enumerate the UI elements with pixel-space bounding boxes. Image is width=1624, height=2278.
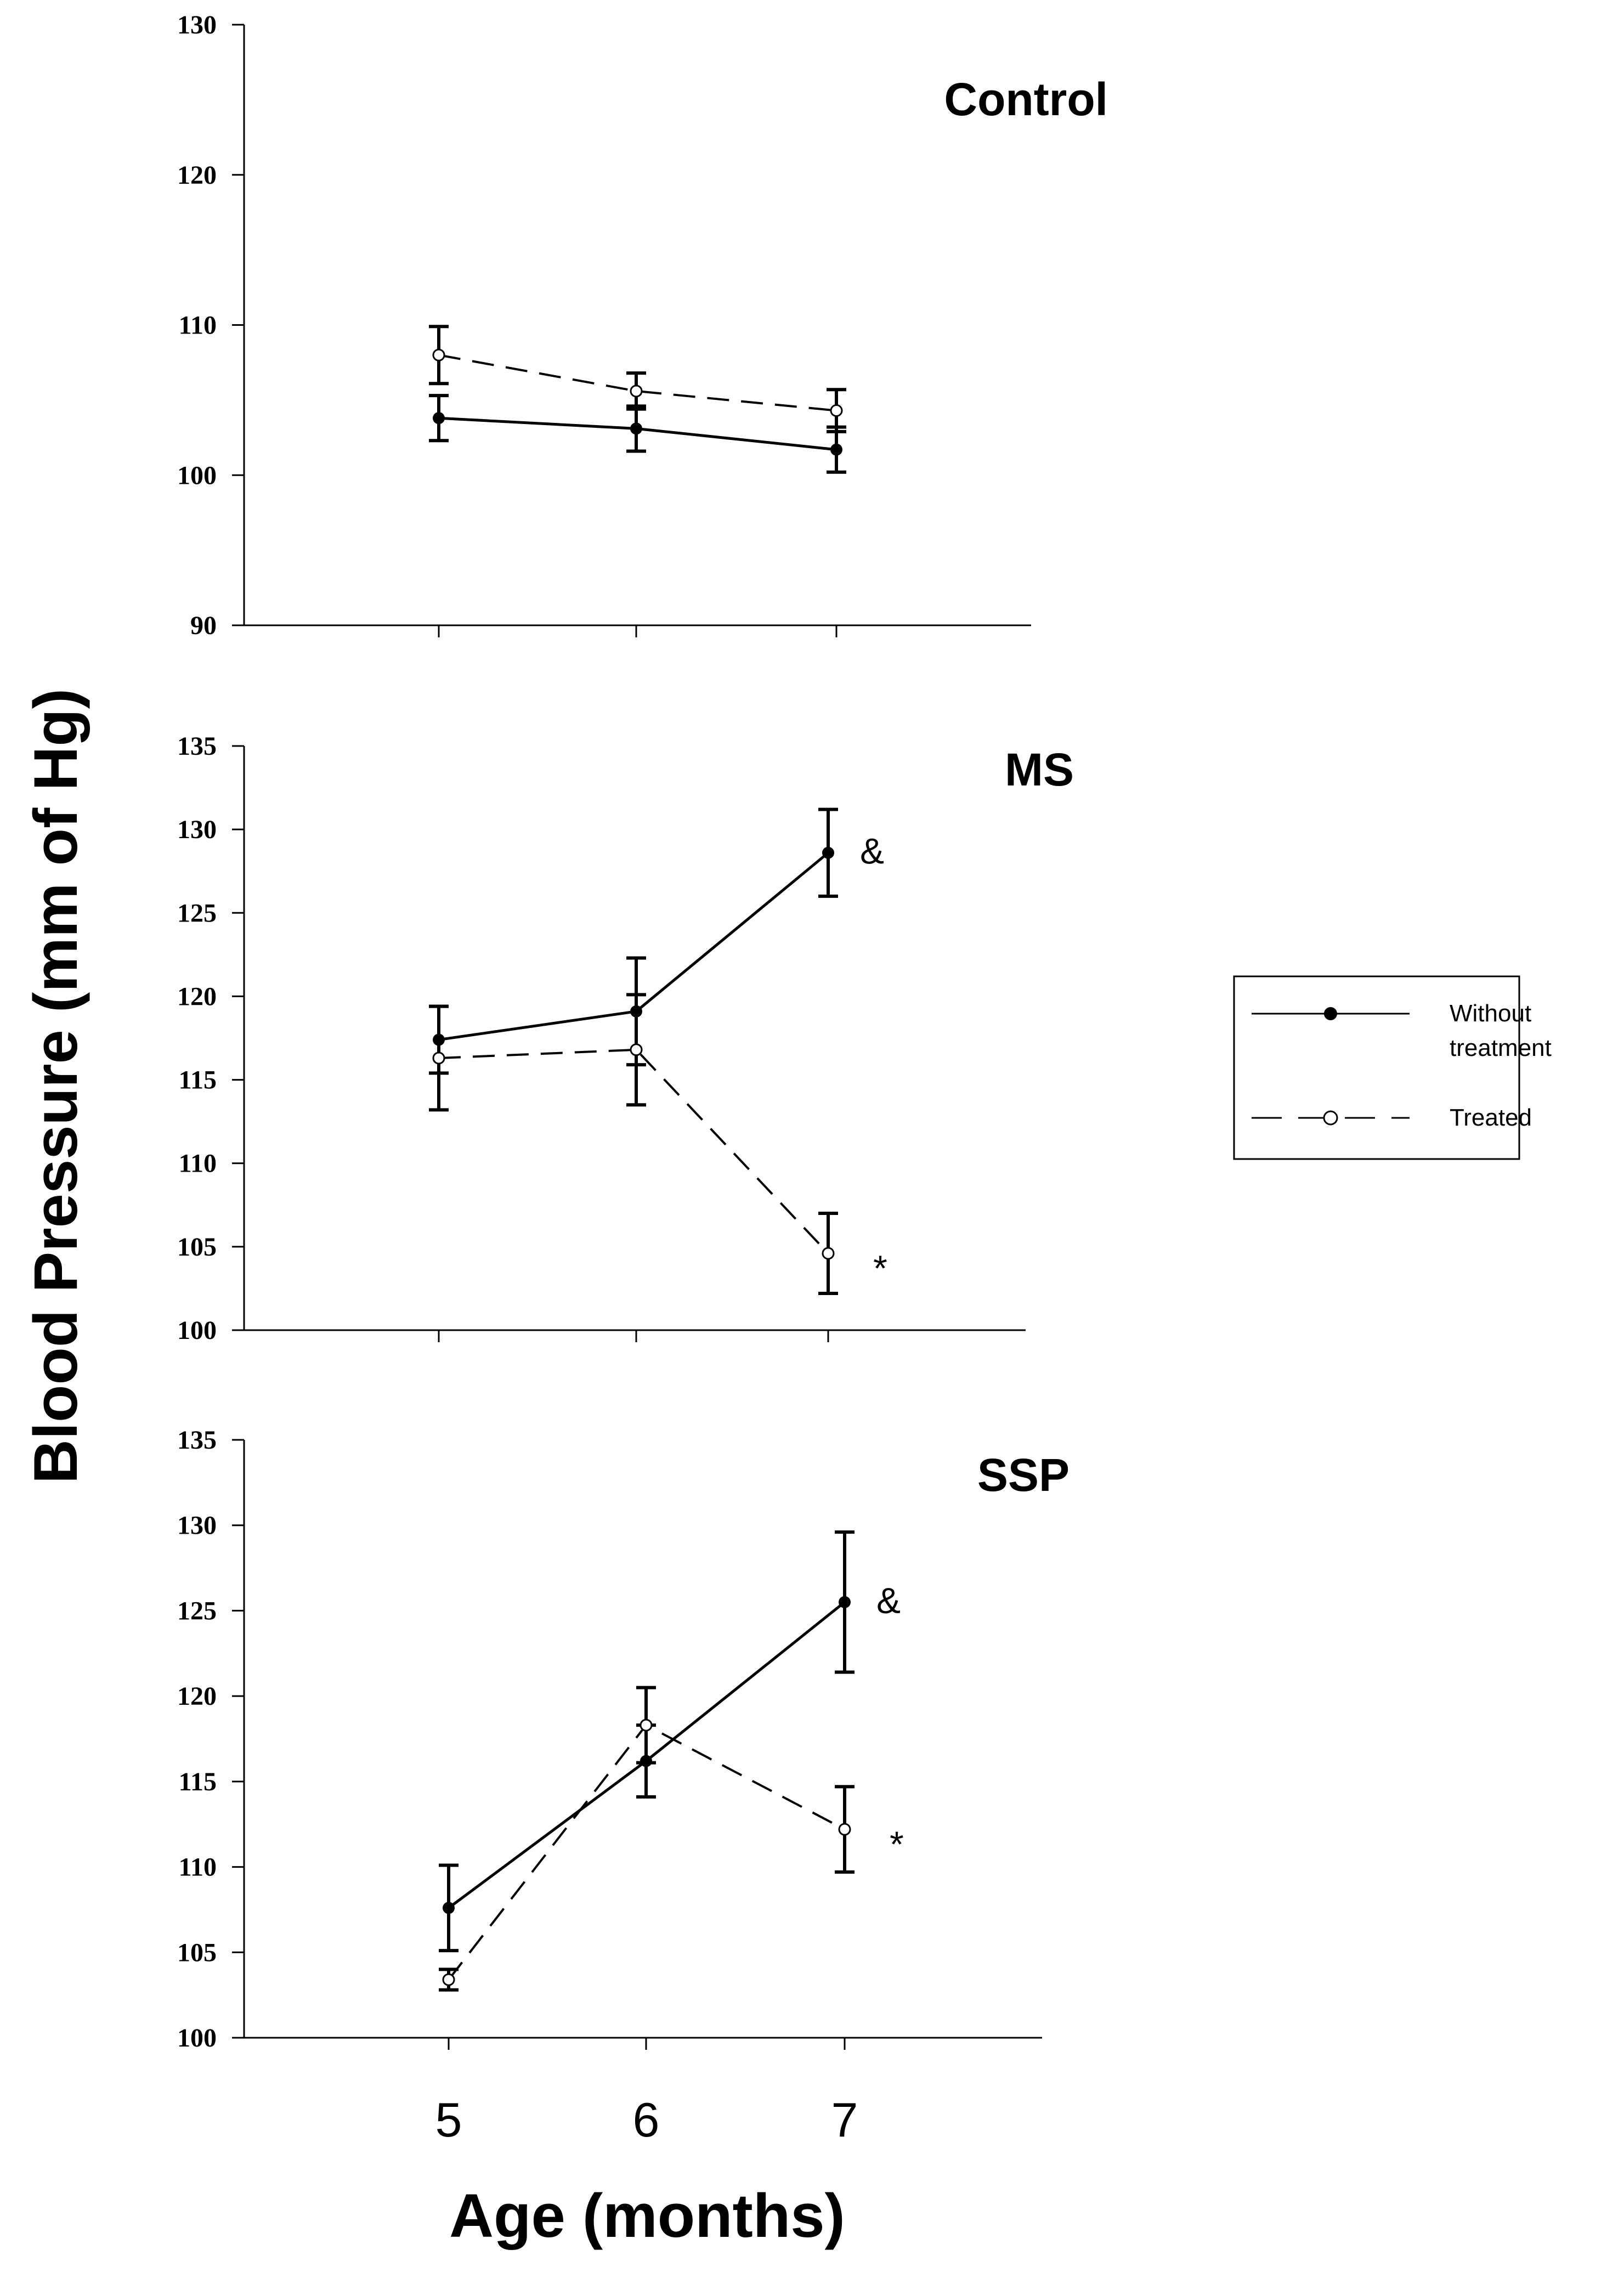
x-axis-title: Age (months) — [449, 2181, 845, 2250]
panel-control: 90 100 110 120 130 Control — [177, 10, 1108, 640]
y-axis-title: Blood Pressure (mm of Hg) — [21, 688, 90, 1484]
data-point — [838, 1823, 851, 1836]
series-treated — [429, 993, 838, 1296]
significance-asterisk: * — [873, 1248, 887, 1288]
y-tick-label: 135 — [177, 1426, 217, 1455]
data-point — [432, 348, 445, 361]
data-point — [839, 1596, 851, 1608]
legend-label-treated: Treated — [1450, 1104, 1532, 1131]
panels: 90100110120130Control1001051101151201251… — [177, 10, 1108, 2147]
y-tick-label: 130 — [177, 815, 217, 844]
y-tick-label: 115 — [179, 1066, 217, 1095]
series-without-treatment — [429, 394, 846, 474]
data-point — [433, 412, 445, 425]
panel-title: MS — [1005, 744, 1074, 795]
data-point — [630, 385, 643, 398]
series-without-treatment — [429, 807, 838, 1075]
significance-ampersand: & — [876, 1580, 901, 1621]
legend-box — [1233, 975, 1520, 1160]
panel-ssp: 100 105 110 115 120 125 130 135 SSP 5 6 7 & * — [177, 1426, 1070, 2147]
series-treated — [429, 325, 846, 433]
y-tick-label: 115 — [179, 1767, 217, 1796]
series-line — [438, 1048, 829, 1254]
y-tick-label: 105 — [177, 1938, 217, 1967]
legend-filled-marker — [1324, 1007, 1337, 1020]
data-point — [830, 404, 843, 417]
series-treated — [439, 1686, 855, 1992]
significance-ampersand: & — [860, 831, 884, 872]
data-point — [442, 1973, 455, 1986]
y-tick-label: 110 — [179, 1149, 217, 1178]
x-tick-label: 7 — [831, 2093, 858, 2147]
y-tick-label: 130 — [177, 1511, 217, 1540]
panel-title: Control — [944, 74, 1108, 125]
legend-open-marker — [1323, 1110, 1338, 1126]
panel-ms: 100 105 110 115 120 125 130 135 MS & * — [177, 732, 1074, 1345]
y-tick-label: 125 — [177, 898, 217, 928]
y-tick-label: 100 — [177, 461, 217, 490]
data-point — [443, 1902, 455, 1914]
x-tick-label: 6 — [633, 2093, 660, 2147]
significance-asterisk: * — [890, 1824, 904, 1864]
data-point — [630, 422, 642, 435]
data-point — [630, 1043, 643, 1056]
y-tick-label: 105 — [177, 1233, 217, 1262]
y-tick-label: 90 — [190, 611, 217, 640]
y-tick-label: 120 — [177, 982, 217, 1011]
data-point — [830, 443, 842, 456]
y-tick-label: 120 — [177, 161, 217, 190]
legend-label-without-line2: treatment — [1450, 1035, 1552, 1061]
data-point — [822, 846, 834, 859]
y-tick-label: 120 — [177, 1682, 217, 1711]
data-point — [432, 1052, 445, 1065]
y-tick-label: 110 — [179, 311, 217, 340]
data-point — [822, 1247, 835, 1260]
y-tick-label: 125 — [177, 1596, 217, 1625]
y-tick-label: 100 — [177, 2023, 217, 2053]
y-tick-label: 100 — [177, 1316, 217, 1345]
data-point — [640, 1719, 653, 1732]
panel-title: SSP — [977, 1449, 1070, 1501]
x-tick-label: 5 — [435, 2093, 462, 2147]
y-tick-label: 110 — [179, 1853, 217, 1882]
y-tick-label: 135 — [177, 732, 217, 761]
legend-label-without-line1: Without — [1450, 1000, 1531, 1027]
legend: Without treatment Treated — [1233, 975, 1552, 1160]
y-tick-label: 130 — [177, 10, 217, 39]
